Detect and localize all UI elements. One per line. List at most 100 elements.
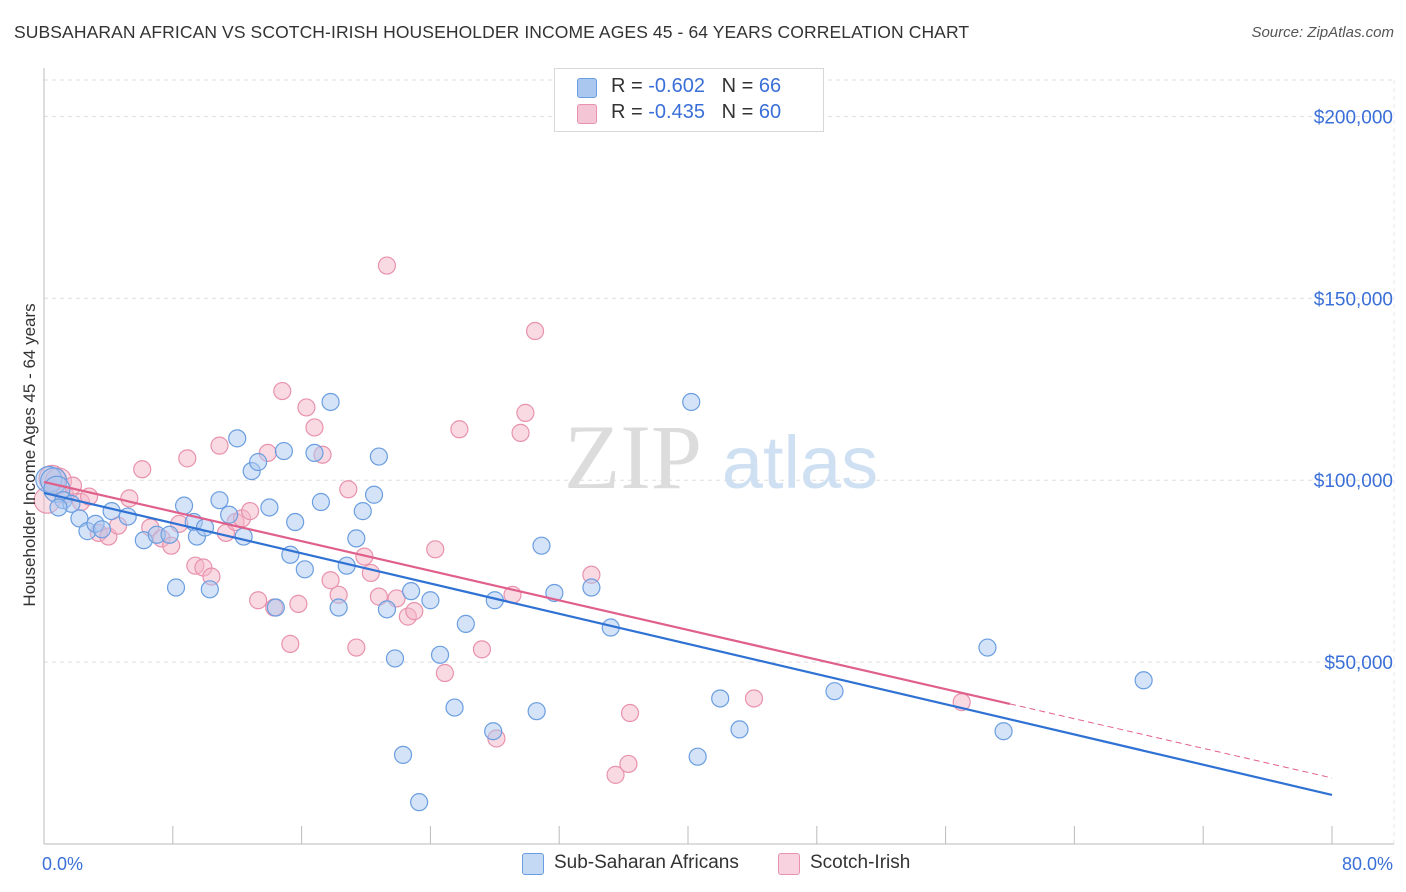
scotch-irish-point (377, 256, 397, 275)
sub-saharan-point (329, 598, 348, 617)
sub-saharan-point (401, 582, 421, 601)
legend-r-label: R = (611, 75, 649, 97)
scotch-irish-point (450, 420, 469, 439)
sub-saharan-point (174, 496, 194, 515)
sub-saharan-point (430, 645, 450, 664)
sub-saharan-point (711, 689, 730, 708)
legend-n-label: N = (721, 101, 759, 123)
scotch-irish-point (133, 460, 152, 479)
scotch-irish-point (273, 381, 292, 401)
scotch-irish-point (435, 663, 454, 683)
scotch-irish-point (472, 640, 492, 659)
scotch-irish-point (405, 602, 424, 621)
trend-lines (43, 480, 1333, 796)
sub-saharan-point (445, 698, 464, 717)
scotch-irish-point (744, 689, 764, 708)
sub-saharan-point (377, 600, 397, 619)
sub-saharan-point (1134, 671, 1153, 690)
sub-saharan-point (682, 392, 701, 412)
scotch-irish-point (511, 423, 530, 442)
scotch-irish-point (281, 634, 300, 654)
scotch-irish-point (347, 638, 366, 657)
legend-r-value-2: -0.435 (648, 101, 705, 123)
legend-swatch-blue (522, 853, 544, 875)
sub-saharan-point (484, 722, 503, 741)
legend-n-label: N = (721, 75, 759, 97)
scotch-irish-point (619, 754, 638, 774)
scotch-irish-point (178, 449, 197, 468)
sub-saharan-point (527, 702, 546, 721)
trend-line-scotch-irish (43, 480, 1011, 706)
y-tick-label: $100,000 (1314, 471, 1393, 492)
legend-swatch-pink (778, 853, 800, 875)
tick-labels: $50,000 $100,000 $150,000 $200,000 0.0% 80.0% (42, 107, 1393, 874)
sub-saharan-point (228, 429, 247, 448)
legend-r-label: R = (611, 101, 649, 123)
sub-saharan-point (421, 591, 440, 610)
legend-n-value-2: 60 (758, 101, 782, 123)
sub-saharan-point (195, 518, 215, 537)
scotch-irish-point (305, 418, 324, 437)
watermark-atlas: atlas (722, 421, 878, 504)
sub-saharan-point (305, 443, 324, 463)
sub-saharan-point (393, 745, 413, 764)
scotch-irish-point (249, 591, 268, 610)
legend-label-sub-saharan: Sub-Saharan Africans (554, 852, 739, 873)
sub-saharan-point (321, 392, 340, 412)
sub-saharan-point (410, 793, 429, 812)
legend-swatch-blue (577, 78, 597, 98)
scotch-irish-point (516, 403, 535, 422)
axes (43, 68, 1394, 845)
sub-saharan-point (532, 536, 551, 555)
series-sub-saharan-points (35, 392, 1153, 812)
scotch-irish-point (240, 502, 260, 521)
sub-saharan-point (978, 638, 997, 657)
x-tick-label-min: 0.0% (42, 854, 83, 874)
series-scotch-irish-points (33, 256, 971, 784)
legend-r-value-1: -0.602 (648, 75, 705, 97)
scotch-irish-point (321, 571, 340, 590)
scotch-irish-point (426, 540, 445, 559)
sub-saharan-point (210, 491, 229, 510)
sub-saharan-point (274, 441, 293, 461)
sub-saharan-point (688, 747, 707, 766)
y-axis-label: Householder Income Ages 45 - 64 years (20, 303, 39, 607)
sub-saharan-point (266, 598, 285, 617)
trend-line-scotch-irish-extension (1009, 703, 1333, 779)
legend-n-value-1: 66 (758, 75, 782, 97)
scotch-irish-point (620, 703, 640, 723)
sub-saharan-point (353, 502, 372, 521)
scotch-irish-point (606, 765, 625, 784)
grid-lines (44, 79, 1395, 844)
sub-saharan-point (456, 614, 475, 633)
legend-swatch-pink (577, 104, 597, 124)
correlation-legend: R = -0.602 N = 66 R = -0.435 N = 60 (554, 68, 824, 132)
scotch-irish-point (339, 480, 358, 499)
scotch-irish-point (120, 489, 139, 508)
sub-saharan-point (249, 452, 268, 472)
y-tick-label: $50,000 (1324, 653, 1393, 674)
scotch-irish-point (210, 436, 229, 455)
sub-saharan-point (260, 498, 279, 517)
legend-label-scotch-irish: Scotch-Irish (810, 852, 911, 873)
scotch-irish-point (297, 398, 316, 417)
sub-saharan-point (994, 722, 1013, 741)
sub-saharan-point (385, 649, 405, 668)
sub-saharan-point (49, 498, 68, 517)
sub-saharan-point (286, 512, 305, 532)
watermark-zip: ZIP (564, 406, 702, 508)
sub-saharan-point (295, 560, 314, 579)
sub-saharan-point (234, 527, 253, 546)
chart-title: SUBSAHARAN AFRICAN VS SCOTCH-IRISH HOUSE… (14, 22, 970, 42)
scotch-irish-point (361, 563, 380, 583)
sub-saharan-point (369, 447, 388, 466)
y-tick-label: $150,000 (1314, 289, 1393, 310)
sub-saharan-point (364, 485, 384, 504)
watermark: ZIP atlas (564, 406, 878, 508)
scotch-irish-point (289, 594, 308, 613)
sub-saharan-point (582, 578, 601, 597)
sub-saharan-point (92, 520, 112, 539)
sub-saharan-point (730, 720, 749, 739)
sub-saharan-point (311, 492, 331, 512)
